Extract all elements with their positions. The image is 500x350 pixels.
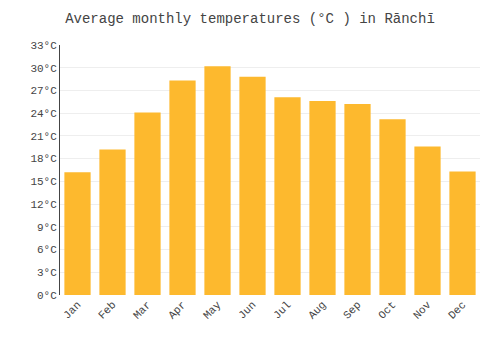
svg-text:Feb: Feb <box>96 299 118 321</box>
svg-text:3°C: 3°C <box>37 267 57 279</box>
svg-text:33°C: 33°C <box>30 40 57 52</box>
svg-text:Jan: Jan <box>61 299 83 321</box>
svg-text:6°C: 6°C <box>37 244 57 256</box>
svg-text:24°C: 24°C <box>30 108 57 120</box>
svg-text:27°C: 27°C <box>30 85 57 97</box>
svg-text:18°C: 18°C <box>30 153 57 165</box>
svg-text:12°C: 12°C <box>30 199 57 211</box>
svg-text:Dec: Dec <box>446 299 468 321</box>
svg-text:0°C: 0°C <box>37 290 57 302</box>
svg-text:Mar: Mar <box>131 299 153 321</box>
svg-text:9°C: 9°C <box>37 222 57 234</box>
svg-text:30°C: 30°C <box>30 63 57 75</box>
svg-text:Nov: Nov <box>411 299 434 322</box>
svg-text:Apr: Apr <box>166 299 188 321</box>
svg-text:Sep: Sep <box>341 299 363 321</box>
svg-text:Aug: Aug <box>306 299 328 321</box>
svg-text:Average monthly temperatures (: Average monthly temperatures (°C ) in Rā… <box>65 11 435 27</box>
svg-text:Jun: Jun <box>236 299 258 321</box>
svg-text:15°C: 15°C <box>30 176 57 188</box>
svg-text:Oct: Oct <box>376 299 398 321</box>
svg-text:21°C: 21°C <box>30 131 57 143</box>
svg-text:Jul: Jul <box>271 299 293 321</box>
svg-text:May: May <box>201 299 224 322</box>
